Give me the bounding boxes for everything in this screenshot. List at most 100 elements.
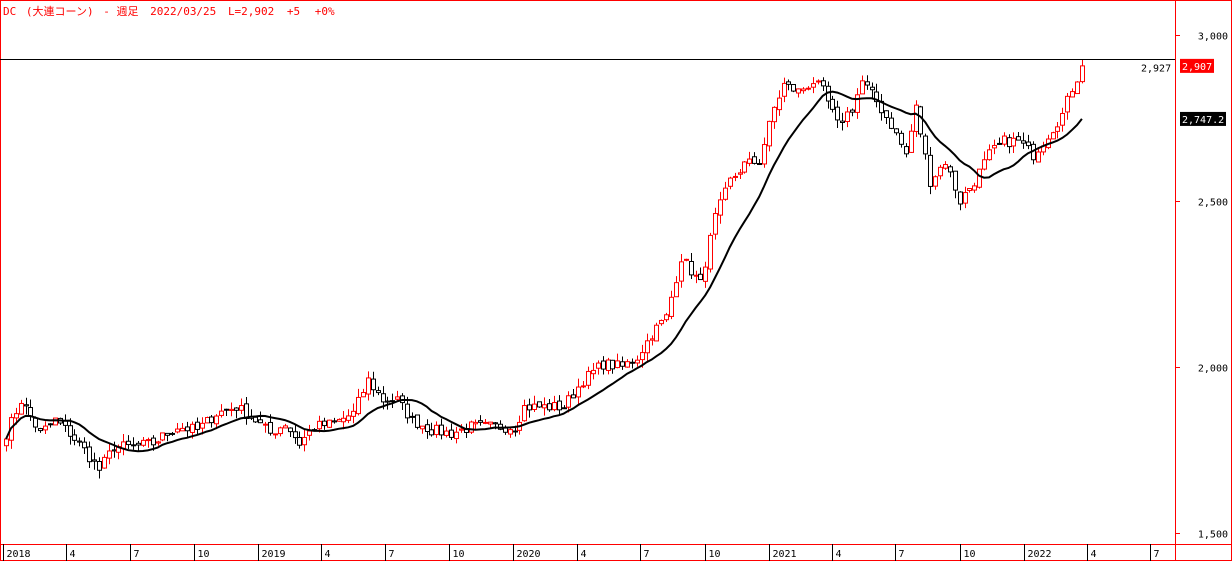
candle-body — [992, 144, 997, 149]
candle-body — [610, 359, 615, 370]
candle-body — [48, 423, 53, 426]
candle-body — [738, 172, 743, 175]
last-price-label: L=2,902 — [228, 5, 274, 18]
candle-body — [904, 146, 909, 155]
candle-body — [1070, 91, 1075, 98]
candle-body — [165, 432, 170, 436]
time-axis-label: 2022 — [1028, 549, 1052, 560]
candle-body — [97, 460, 102, 471]
candle-body — [742, 161, 747, 173]
candle-body — [371, 378, 376, 391]
candle-body — [92, 459, 97, 462]
candle-body — [914, 104, 919, 132]
candle-body — [253, 416, 258, 423]
candle-body — [307, 430, 312, 436]
candle-body — [899, 132, 904, 145]
period-label: - 週足 — [103, 5, 138, 18]
candle-body — [796, 88, 801, 94]
candle-body — [263, 423, 268, 426]
candle-body — [376, 390, 381, 394]
candle-body — [327, 419, 332, 428]
time-axis-label: 4 — [836, 549, 842, 560]
candle-body — [420, 425, 425, 430]
date-label: 2022/03/25 — [150, 5, 216, 18]
time-axis-label: 4 — [581, 549, 587, 560]
candle-body — [596, 362, 601, 369]
candle-body — [483, 421, 488, 424]
candle-body — [469, 421, 474, 433]
candle-body — [752, 156, 757, 164]
symbol-code: DC — [3, 5, 16, 18]
candle-body — [689, 260, 694, 276]
candle-body — [170, 432, 175, 435]
candle-body — [322, 420, 327, 427]
candle-body — [679, 261, 684, 282]
candle-body — [918, 106, 923, 135]
candle-body — [943, 164, 948, 169]
candle-body — [219, 410, 224, 416]
candle-body — [586, 370, 591, 386]
candle-body — [195, 421, 200, 430]
candle-body — [429, 429, 434, 436]
change-label: +5 — [287, 5, 300, 18]
candle-body — [830, 98, 835, 110]
candle-body — [777, 97, 782, 111]
candle-body — [175, 428, 180, 433]
candle-body — [1060, 112, 1065, 126]
candle-body — [767, 120, 772, 147]
candle-body — [860, 80, 865, 95]
symbol-name: (大連コーン) — [26, 4, 94, 18]
candle-body — [620, 361, 625, 367]
candle-body — [1016, 136, 1021, 141]
candle-body — [434, 424, 439, 436]
candle-body — [747, 158, 752, 164]
candle-body — [332, 420, 337, 423]
reference-line: 2,927 — [0, 59, 1175, 75]
candle-body — [640, 352, 645, 361]
candle-body — [1051, 132, 1056, 140]
candle-body — [68, 425, 73, 437]
candle-body — [576, 386, 581, 398]
candle-body — [278, 427, 283, 435]
candle-body — [190, 423, 195, 433]
candle-body — [337, 418, 342, 422]
candle-body — [1065, 95, 1070, 113]
candle-body — [102, 456, 107, 469]
candle-body — [694, 274, 699, 277]
candle-body — [14, 413, 19, 419]
candle-body — [229, 408, 234, 411]
candle-body — [958, 191, 963, 205]
candle-body — [894, 128, 899, 134]
time-axis-label: 10 — [964, 549, 976, 560]
candle-body — [185, 426, 190, 432]
reference-line-label: 2,927 — [1141, 64, 1171, 75]
candle-body — [1036, 151, 1041, 163]
candle-body — [341, 417, 346, 423]
candle-body — [82, 441, 87, 449]
candle-body — [654, 324, 659, 342]
candle-body — [884, 110, 889, 118]
price-axis-label: 2,500 — [1198, 198, 1228, 209]
candle-body — [728, 177, 733, 187]
candle-body — [346, 415, 351, 421]
candle-body — [224, 408, 229, 411]
candle-body — [160, 432, 165, 441]
candle-body — [244, 403, 249, 420]
time-axis-label: 7 — [644, 549, 650, 560]
candle-body — [816, 80, 821, 83]
candle-body — [698, 273, 703, 281]
candle-body — [205, 417, 210, 424]
candle-body — [449, 429, 454, 438]
candle-body — [566, 395, 571, 408]
candle-body — [478, 420, 483, 423]
time-axis-label: 10 — [453, 549, 465, 560]
candle-body — [537, 401, 542, 408]
candle-body — [659, 319, 664, 325]
candle-body — [1007, 137, 1012, 148]
candle-body — [786, 81, 791, 85]
candle-body — [1075, 81, 1080, 95]
time-axis-label: 10 — [198, 549, 210, 560]
time-axis-label: 2020 — [517, 549, 541, 560]
candle-body — [762, 144, 767, 165]
